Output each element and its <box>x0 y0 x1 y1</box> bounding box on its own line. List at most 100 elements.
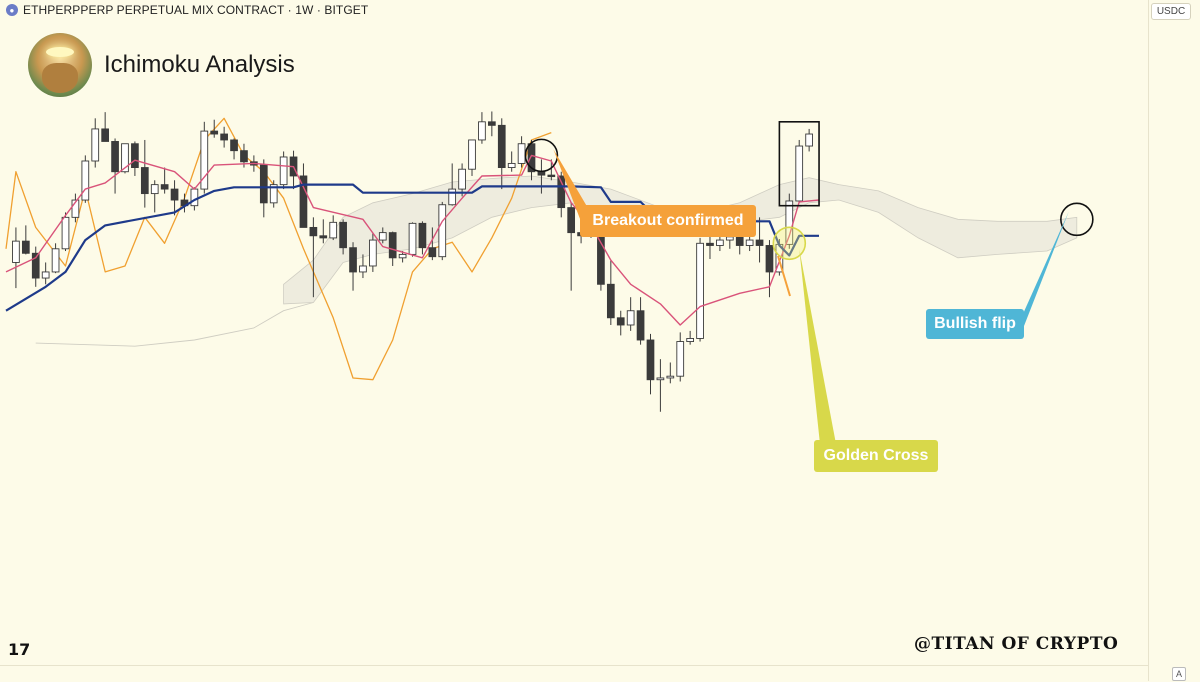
candle-body <box>616 317 625 326</box>
candle-body <box>160 184 169 190</box>
auto-scale-icon[interactable]: A <box>1172 667 1186 681</box>
avatar <box>28 33 92 97</box>
candle-body <box>101 128 110 142</box>
candle-body <box>170 188 179 201</box>
time-axis[interactable] <box>0 665 1148 682</box>
candle-body <box>507 162 516 168</box>
bullish-flip-pointer <box>1014 211 1069 334</box>
candle-body <box>706 242 714 246</box>
candle-body <box>150 184 159 195</box>
candle-body <box>61 216 70 250</box>
candle-body <box>41 271 50 279</box>
candle-body <box>478 121 486 141</box>
candle-body <box>31 252 40 279</box>
candle-body <box>51 248 60 273</box>
candle-body <box>200 130 209 190</box>
candle-body <box>567 207 576 234</box>
tradingview-logo[interactable]: 17 <box>8 640 31 659</box>
candle-body <box>755 239 764 246</box>
candle-body <box>795 145 804 202</box>
candle-body <box>269 184 278 204</box>
golden-cross-pointer <box>799 249 836 444</box>
ichimoku-cloud <box>283 175 1078 305</box>
symbol-line: ETHPERPPERP PERPETUAL MIX CONTRACT · 1W … <box>23 3 369 17</box>
candle-body <box>487 121 496 126</box>
candle-body <box>725 236 734 241</box>
candle-body <box>626 310 635 326</box>
candle-body <box>418 222 427 249</box>
candle-body <box>735 236 744 246</box>
candle-body <box>438 204 447 258</box>
candle-body <box>91 128 100 162</box>
candle-body <box>359 265 367 273</box>
bullish-flip-callout: Bullish flip <box>926 309 1024 339</box>
candle-body <box>339 221 347 249</box>
currency-selector[interactable]: USDC <box>1151 3 1191 20</box>
candle-body <box>388 232 397 259</box>
candle-body <box>656 377 665 381</box>
title-block: Ichimoku Analysis <box>28 33 295 97</box>
candle-body <box>468 139 476 170</box>
tenkan-sen-line <box>5 154 820 326</box>
candle-body <box>309 226 318 237</box>
candle-body <box>646 339 655 381</box>
price-axis[interactable] <box>1148 0 1200 681</box>
candle-body <box>765 245 774 273</box>
candle-body <box>131 143 139 168</box>
candle-body <box>230 139 238 152</box>
page-title: Ichimoku Analysis <box>104 51 295 78</box>
candle-body <box>349 247 357 273</box>
highlight-circle <box>1060 202 1094 237</box>
candle-body <box>111 141 119 173</box>
candle-body <box>121 143 129 173</box>
breakout-box-pointer <box>777 255 791 297</box>
candle-body <box>547 174 556 178</box>
author-watermark: @TITAN OF CRYPTO <box>914 634 1119 654</box>
breakout-confirmed-callout: Breakout confirmed <box>580 205 756 237</box>
candle-body <box>428 247 437 258</box>
candle-body <box>21 240 30 254</box>
candle-body <box>408 222 417 255</box>
candle-body <box>606 283 615 319</box>
candle-body <box>140 167 149 195</box>
kijun-sen-line <box>5 183 819 312</box>
candle-body <box>279 156 288 186</box>
candle-body <box>666 375 675 379</box>
breakout-box <box>778 121 820 207</box>
candle-body <box>676 341 685 377</box>
candle-body <box>805 133 813 147</box>
candle-body <box>458 168 466 190</box>
symbol-header[interactable]: ● ETHPERPPERP PERPETUAL MIX CONTRACT · 1… <box>6 2 368 18</box>
candle-body <box>716 239 724 246</box>
candle-body <box>12 240 20 263</box>
exchange-icon: ● <box>6 4 18 16</box>
candle-body <box>636 310 645 341</box>
candle-body <box>448 188 457 206</box>
candle-body <box>240 150 248 163</box>
candle-body <box>71 199 80 218</box>
golden-cross-callout: Golden Cross <box>814 440 938 472</box>
candle-body <box>557 175 566 209</box>
candle-body <box>210 130 219 135</box>
senkou-span-b-trace <box>35 302 314 347</box>
candle-body <box>686 338 694 342</box>
highlight-circle <box>772 226 807 261</box>
candle-body <box>537 171 546 176</box>
candle-body <box>259 164 268 204</box>
candle-body <box>299 175 308 228</box>
candle-body <box>696 242 704 339</box>
candle-body <box>378 232 387 241</box>
candle-body <box>190 188 199 207</box>
candle-body <box>745 239 754 246</box>
highlight-circle <box>524 138 559 173</box>
candle-body <box>369 239 377 267</box>
candle-body <box>517 143 526 164</box>
candle-body <box>329 221 338 239</box>
candle-body <box>319 235 328 239</box>
candle-body <box>497 124 506 168</box>
candle-body <box>220 133 228 141</box>
candle-body <box>81 160 90 201</box>
candle-body <box>398 253 407 259</box>
